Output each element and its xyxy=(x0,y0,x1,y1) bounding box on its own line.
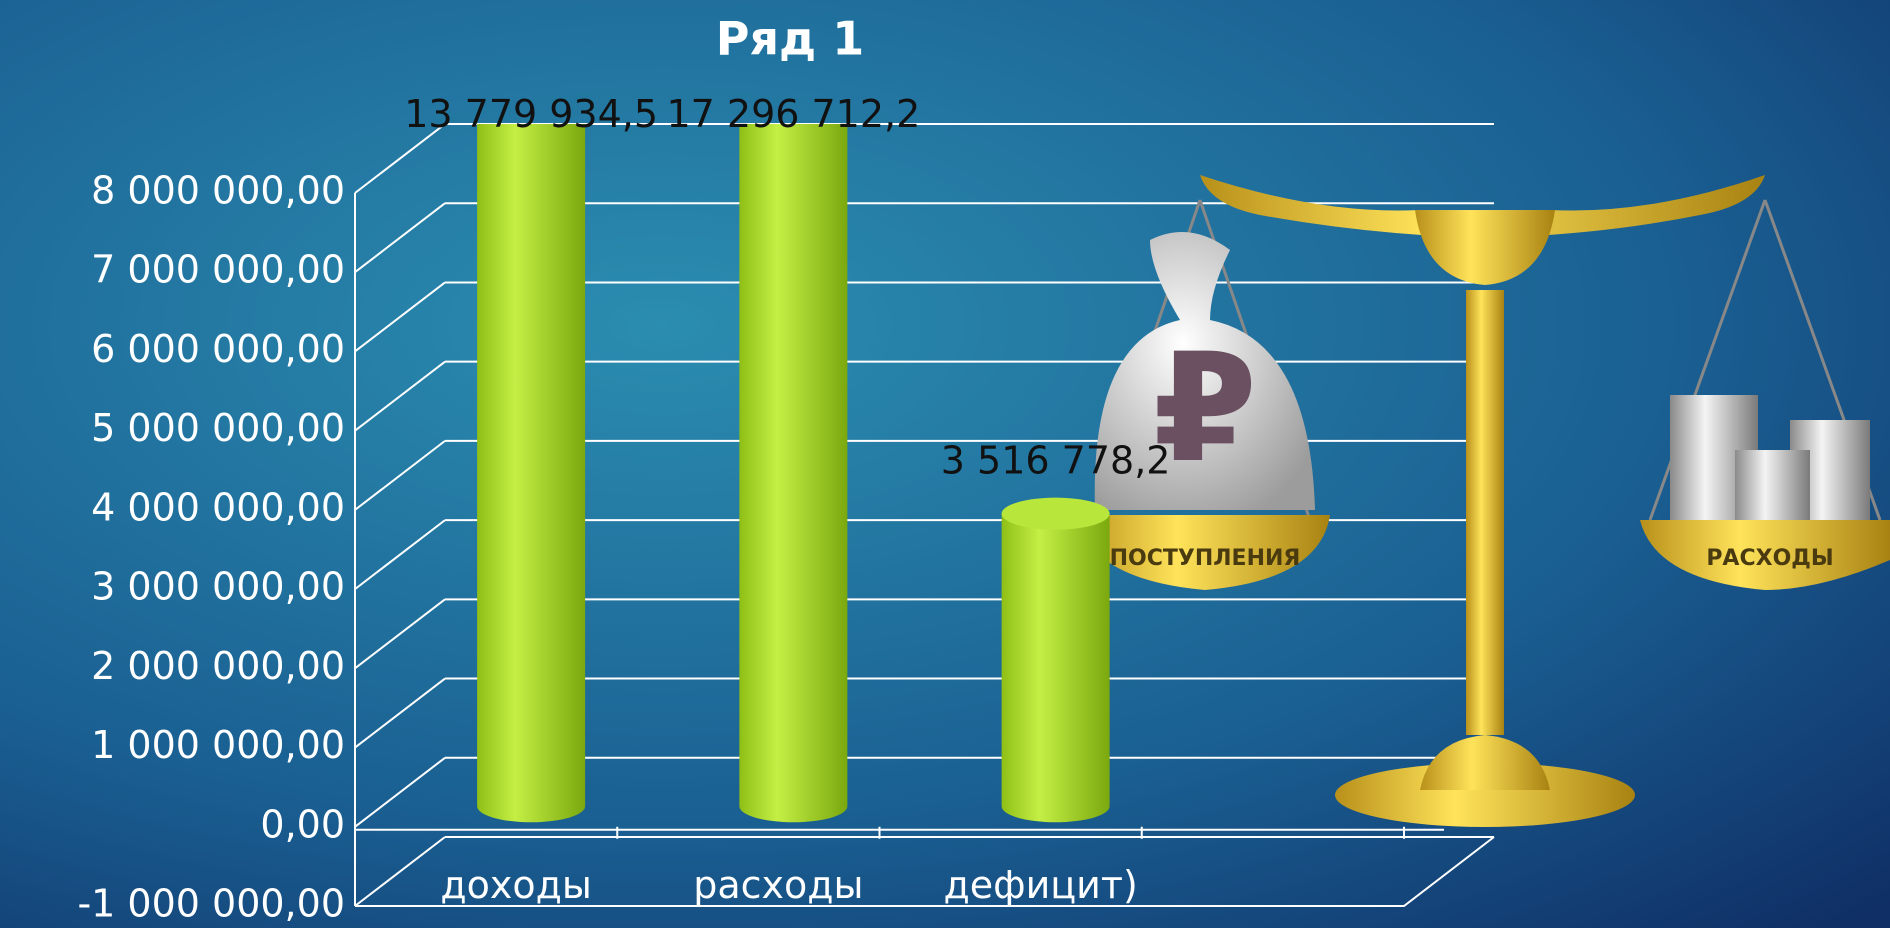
bars xyxy=(477,124,1110,823)
bar xyxy=(1001,497,1110,823)
y-tick-label: 6 000 000,00 xyxy=(91,327,345,371)
grid-line-side xyxy=(354,756,446,828)
grid-line-side xyxy=(354,281,446,353)
grid-line-side xyxy=(354,202,446,274)
y-tick-label: 0,00 xyxy=(260,802,345,846)
y-tick-label: -1 000 000,00 xyxy=(77,882,345,926)
value-label: 13 779 934,5 xyxy=(404,92,658,136)
pan-label: ПОСТУПЛЕНИЯ xyxy=(1110,546,1301,571)
floor xyxy=(355,836,1495,907)
grid-line-side xyxy=(354,360,446,432)
x-tick-label: дефицит) xyxy=(943,863,1137,907)
y-tick-label: 5 000 000,00 xyxy=(91,406,345,450)
pan-label: РАСХОДЫ xyxy=(1706,546,1833,571)
bar xyxy=(477,124,586,823)
grid-line-side xyxy=(354,677,446,749)
grid-line-side xyxy=(354,836,446,907)
x-tick-label: доходы xyxy=(440,863,592,907)
y-tick-label: 7 000 000,00 xyxy=(91,248,345,292)
grid-line-side xyxy=(354,598,446,670)
value-label: 17 296 712,2 xyxy=(666,92,920,136)
svg-text:₽: ₽ xyxy=(1153,322,1257,496)
chart-title: Ряд 1 xyxy=(716,12,864,66)
bar xyxy=(477,124,586,823)
x-tick-label: расходы xyxy=(693,863,863,907)
y-tick-label: 2 000 000,00 xyxy=(91,644,345,688)
scales-illustration: ₽ ПОСТУПЛЕНИЯ РАСХОДЫ xyxy=(1075,175,1890,827)
bar xyxy=(739,124,848,823)
y-tick-label: 4 000 000,00 xyxy=(91,485,345,529)
grid xyxy=(354,123,1495,907)
grid-line-side xyxy=(354,519,446,590)
bar xyxy=(1001,513,1110,823)
value-label: 3 516 778,2 xyxy=(941,439,1171,483)
bar-top xyxy=(1001,497,1110,530)
y-tick-label: 1 000 000,00 xyxy=(91,723,345,767)
grid-line-side xyxy=(354,123,446,194)
y-tick-label: 8 000 000,00 xyxy=(91,169,345,213)
grid-line-side xyxy=(354,440,446,511)
bar xyxy=(739,124,848,823)
y-tick-label: 3 000 000,00 xyxy=(91,565,345,609)
